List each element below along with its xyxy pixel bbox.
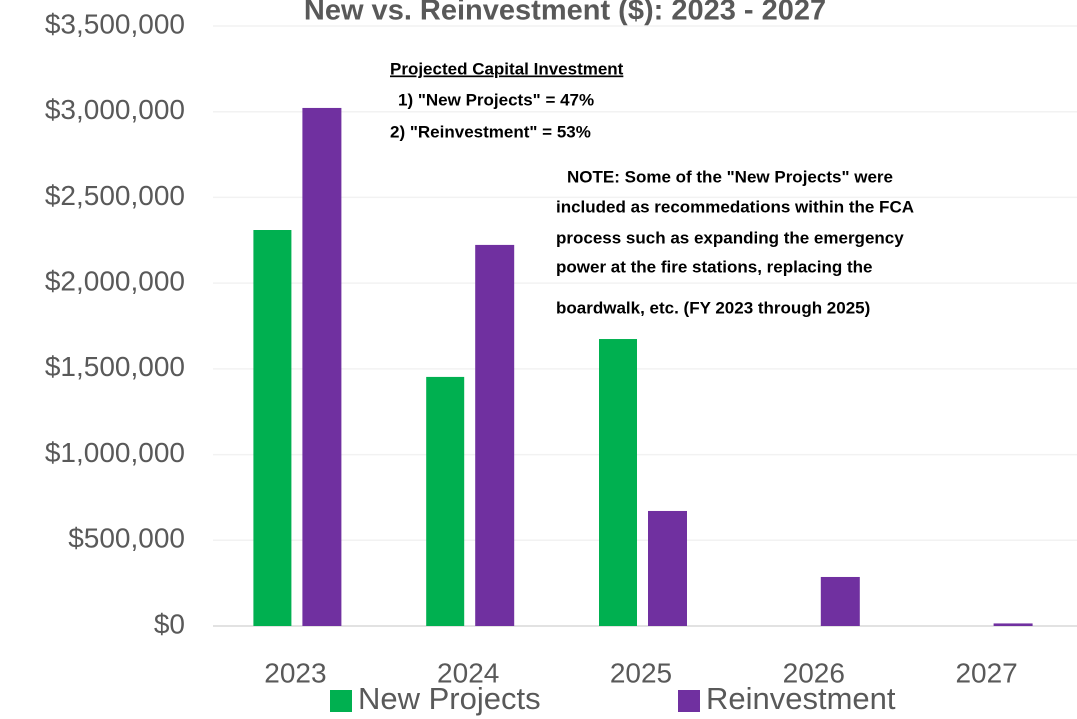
annotation: Projected Capital Investment bbox=[390, 59, 624, 78]
y-tick-label: $2,000,000 bbox=[45, 266, 185, 297]
bar bbox=[475, 244, 515, 626]
bar bbox=[993, 623, 1033, 626]
annotation: NOTE: Some of the "New Projects" were bbox=[567, 167, 893, 186]
bar bbox=[426, 376, 465, 626]
x-tick-label: 2027 bbox=[955, 657, 1017, 688]
bar bbox=[599, 339, 637, 626]
y-tick-label: $500,000 bbox=[68, 523, 185, 554]
annotation: boardwalk, etc. (FY 2023 through 2025) bbox=[556, 298, 870, 317]
annotation: included as recommedations within the FC… bbox=[556, 197, 914, 216]
annotation: power at the fire stations, replacing th… bbox=[556, 257, 872, 276]
legend-label: Reinvestment bbox=[706, 681, 896, 716]
annotation: 2) "Reinvestment" = 53% bbox=[390, 122, 591, 141]
x-tick-label: 2025 bbox=[610, 657, 672, 688]
y-tick-label: $1,000,000 bbox=[45, 437, 185, 468]
x-tick-label: 2024 bbox=[437, 657, 499, 688]
bar bbox=[253, 230, 292, 626]
x-tick-label: 2026 bbox=[783, 657, 845, 688]
y-tick-label: $3,500,000 bbox=[45, 8, 185, 39]
x-tick-label: 2023 bbox=[264, 657, 326, 688]
y-tick-label: $0 bbox=[154, 608, 185, 639]
bar bbox=[648, 510, 687, 626]
y-tick-label: $3,000,000 bbox=[45, 94, 185, 125]
bar bbox=[302, 107, 342, 626]
annotation: process such as expanding the emergency bbox=[556, 228, 904, 247]
y-tick-label: $2,500,000 bbox=[45, 180, 185, 211]
annotation: 1) "New Projects" = 47% bbox=[398, 90, 594, 109]
legend-label: New Projects bbox=[358, 681, 541, 716]
bar bbox=[820, 576, 860, 626]
legend-swatch bbox=[330, 690, 352, 712]
y-tick-label: $1,500,000 bbox=[45, 351, 185, 382]
chart-title: New vs. Reinvestment ($): 2023 - 2027 bbox=[304, 0, 826, 27]
legend-swatch bbox=[678, 690, 700, 712]
